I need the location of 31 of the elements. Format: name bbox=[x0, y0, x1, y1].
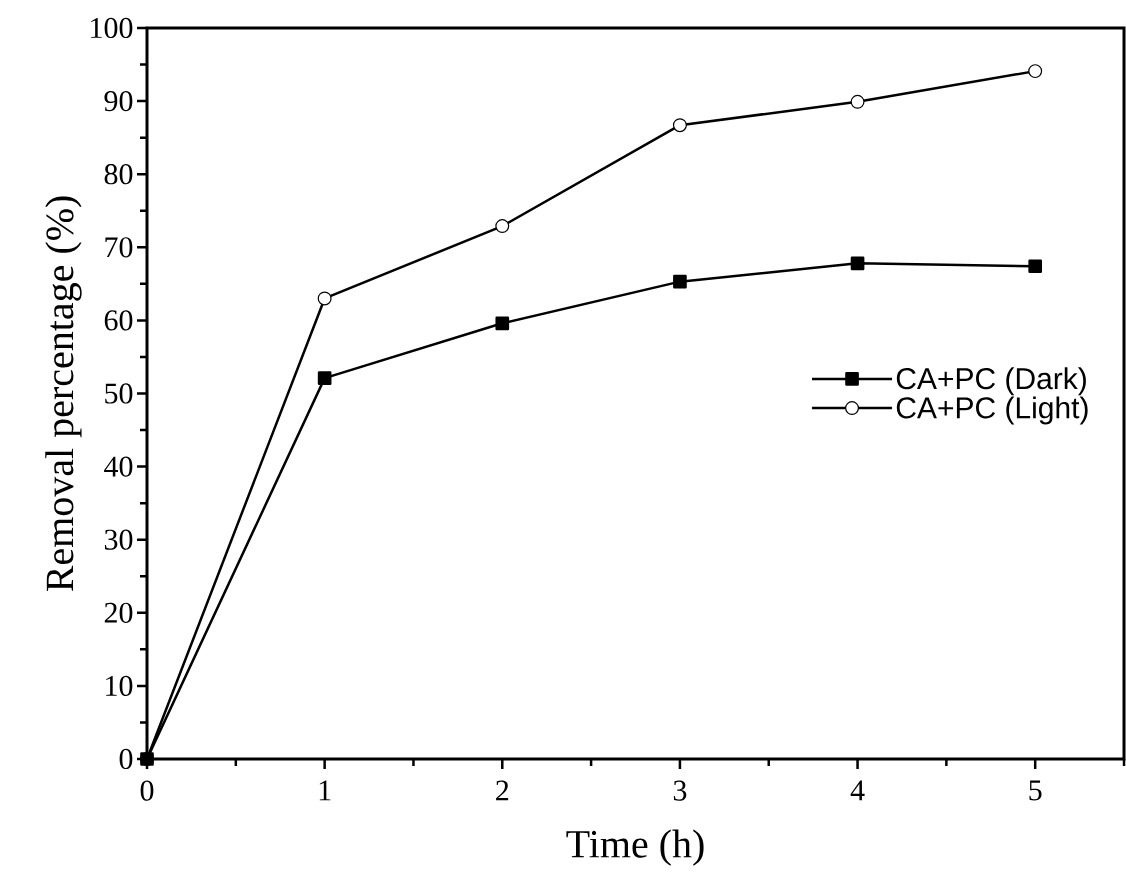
x-tick-label: 1 bbox=[319, 780, 331, 801]
y-tick-label: 30 bbox=[104, 529, 133, 550]
y-tick-label: 80 bbox=[104, 164, 133, 185]
point bbox=[672, 118, 687, 133]
x-tick-label: 5 bbox=[1029, 780, 1042, 801]
y-tick-label: 40 bbox=[104, 456, 133, 477]
y-axis-title: Removal percentage (%) bbox=[45, 196, 82, 592]
point bbox=[1028, 64, 1043, 79]
y-tick-label: 90 bbox=[104, 90, 133, 112]
legend-label: CA+PC (Light) bbox=[896, 396, 1088, 425]
y-tick-label: 50 bbox=[105, 383, 133, 404]
y-tick-label: 70 bbox=[105, 237, 133, 258]
point bbox=[1028, 259, 1043, 274]
point bbox=[850, 94, 865, 109]
x-tick-label: 2 bbox=[496, 780, 509, 801]
y-tick-label: 10 bbox=[106, 675, 133, 697]
point bbox=[495, 316, 510, 331]
x-tick-label: 0 bbox=[140, 780, 154, 801]
legend-label: CA+PC (Dark) bbox=[896, 367, 1086, 396]
point bbox=[673, 274, 687, 289]
y-tick-label: 100 bbox=[91, 17, 133, 39]
x-tick-label: 3 bbox=[673, 780, 687, 801]
y-tick-label: 0 bbox=[119, 748, 133, 770]
point bbox=[317, 291, 332, 306]
point bbox=[495, 219, 510, 234]
point bbox=[317, 371, 332, 385]
x-axis-title: Time (h) bbox=[566, 829, 704, 866]
point bbox=[850, 256, 865, 271]
x-tick-label: 4 bbox=[850, 780, 865, 801]
y-tick-label: 20 bbox=[104, 602, 133, 623]
y-tick-label: 60 bbox=[104, 310, 133, 331]
